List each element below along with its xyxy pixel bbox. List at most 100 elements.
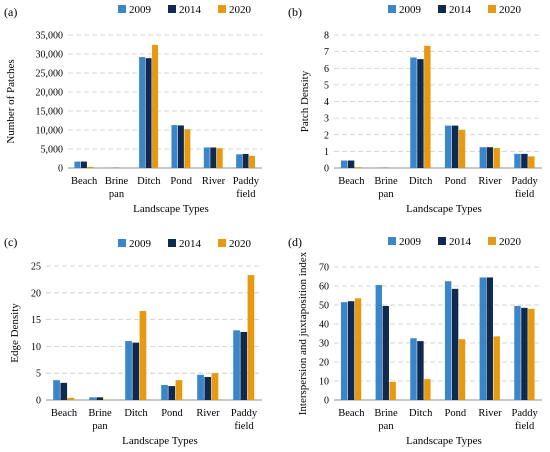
legend-swatch-2009	[118, 5, 126, 13]
y-tick-label: 15,000	[36, 107, 64, 118]
bar-2014-paddy-field	[240, 331, 248, 400]
x-tick-label: Paddy	[233, 176, 260, 187]
bar-2020-beach	[354, 167, 362, 168]
bar-2014-beach	[347, 160, 355, 168]
x-tick-label: pan	[92, 421, 108, 432]
x-tick-label: Pond	[170, 176, 192, 187]
panel-label: (d)	[288, 235, 302, 249]
bar-2009-beach	[74, 161, 81, 168]
y-tick-label: 10,000	[36, 126, 64, 137]
x-tick-label: Brine	[374, 176, 398, 187]
bar-2014-pond	[177, 125, 184, 168]
x-tick-label: Ditch	[409, 408, 433, 419]
y-tick-label: 20,000	[36, 88, 64, 99]
bar-2009-river	[479, 147, 487, 168]
y-tick-label: 3	[324, 114, 329, 125]
y-tick-label: 8	[324, 31, 329, 42]
legend-label: 2014	[179, 4, 202, 16]
bar-2020-river	[493, 336, 500, 400]
x-tick-label: River	[478, 176, 502, 187]
y-axis-title: Patch Density	[299, 70, 311, 132]
y-tick-label: 20	[319, 358, 329, 369]
bar-2020-beach	[354, 298, 362, 400]
bar-2014-ditch	[417, 341, 424, 400]
legend-swatch-2014	[168, 239, 176, 247]
x-tick-label: field	[236, 189, 256, 200]
legend-label: 2014	[449, 4, 472, 16]
y-tick-label: 30	[319, 339, 329, 350]
legend-label: 2014	[179, 238, 202, 250]
x-tick-label: field	[515, 189, 535, 200]
y-tick-label: 70	[319, 263, 329, 274]
x-tick-label: River	[202, 176, 226, 187]
legend-label: 2020	[229, 238, 252, 250]
x-axis-title: Landscape Types	[133, 203, 209, 215]
bar-2009-ditch	[410, 57, 417, 168]
x-tick-label: pan	[109, 189, 125, 200]
bar-2020-river	[493, 148, 500, 168]
y-tick-label: 5,000	[41, 145, 64, 156]
y-tick-label: 7	[324, 47, 329, 58]
bar-2009-brine-pan	[375, 285, 383, 400]
legend-swatch-2014	[168, 5, 176, 13]
y-tick-label: 2	[324, 130, 329, 141]
bar-2020-beach	[87, 166, 94, 168]
y-tick-label: 60	[319, 282, 329, 293]
y-tick-label: 20	[31, 288, 41, 299]
legend-swatch-2020	[488, 5, 496, 13]
bar-2009-paddy-field	[233, 330, 240, 400]
legend-swatch-2020	[218, 5, 226, 13]
legend-label: 2009	[399, 4, 422, 16]
bar-2014-brine-pan	[382, 305, 389, 400]
x-tick-label: Pond	[445, 408, 467, 419]
y-tick-label: 0	[36, 396, 41, 407]
legend-label: 2014	[449, 236, 472, 248]
bar-2009-beach	[340, 302, 348, 400]
chart-panel-3: (c) 0 5 10 15 20 25 Beach Brine pan Ditch Pond River…	[4, 235, 262, 447]
x-tick-label: Beach	[71, 176, 98, 187]
y-tick-label: 35,000	[36, 31, 64, 42]
x-tick-label: Beach	[338, 176, 365, 187]
bar-2020-pond	[184, 129, 191, 168]
x-axis-title: Landscape Types	[406, 203, 482, 215]
legend-label: 2020	[499, 4, 522, 16]
bar-2009-river	[203, 147, 210, 168]
x-tick-label: Beach	[338, 408, 365, 419]
legend-label: 2020	[499, 236, 522, 248]
bar-2009-pond	[171, 125, 178, 168]
y-axis-title: Number of Patches	[5, 59, 17, 143]
x-tick-label: Paddy	[512, 176, 539, 187]
x-tick-label: Ditch	[124, 408, 148, 419]
x-axis-title: Landscape Types	[406, 435, 482, 447]
y-tick-label: 6	[324, 64, 329, 75]
chart-panel-1: (a) 0 5,000 10,000 15,000 20,000 25,000 30,000 3…	[4, 4, 262, 215]
x-tick-label: Paddy	[231, 408, 258, 419]
legend-swatch-2009	[388, 5, 396, 13]
x-tick-label: Pond	[161, 408, 183, 419]
legend-swatch-2020	[488, 237, 496, 245]
bar-2020-paddy-field	[247, 275, 255, 400]
bar-2020-ditch	[152, 44, 159, 168]
bar-2009-paddy-field	[514, 153, 521, 168]
bar-2014-pond	[451, 125, 459, 168]
bar-2009-pond	[161, 384, 168, 400]
y-tick-label: 25	[31, 262, 41, 273]
bar-2014-river	[204, 376, 212, 400]
bar-2020-river	[216, 148, 223, 168]
y-tick-label: 5	[36, 369, 41, 380]
x-tick-label: Brine	[374, 408, 398, 419]
bar-2020-paddy-field	[528, 156, 535, 168]
bar-2020-pond	[458, 339, 466, 400]
x-tick-label: Brine	[105, 176, 129, 187]
y-tick-label: 5	[324, 80, 329, 91]
bar-2014-river	[486, 147, 493, 168]
legend-swatch-2009	[388, 237, 396, 245]
bar-2014-ditch	[132, 342, 140, 400]
x-tick-label: Beach	[51, 408, 78, 419]
x-tick-label: field	[234, 421, 254, 432]
x-tick-label: Pond	[445, 176, 467, 187]
y-axis-title: Edge Density	[9, 303, 21, 363]
x-tick-label: Ditch	[137, 176, 161, 187]
x-axis-title: Landscape Types	[122, 435, 198, 447]
bar-2014-pond	[451, 288, 459, 400]
